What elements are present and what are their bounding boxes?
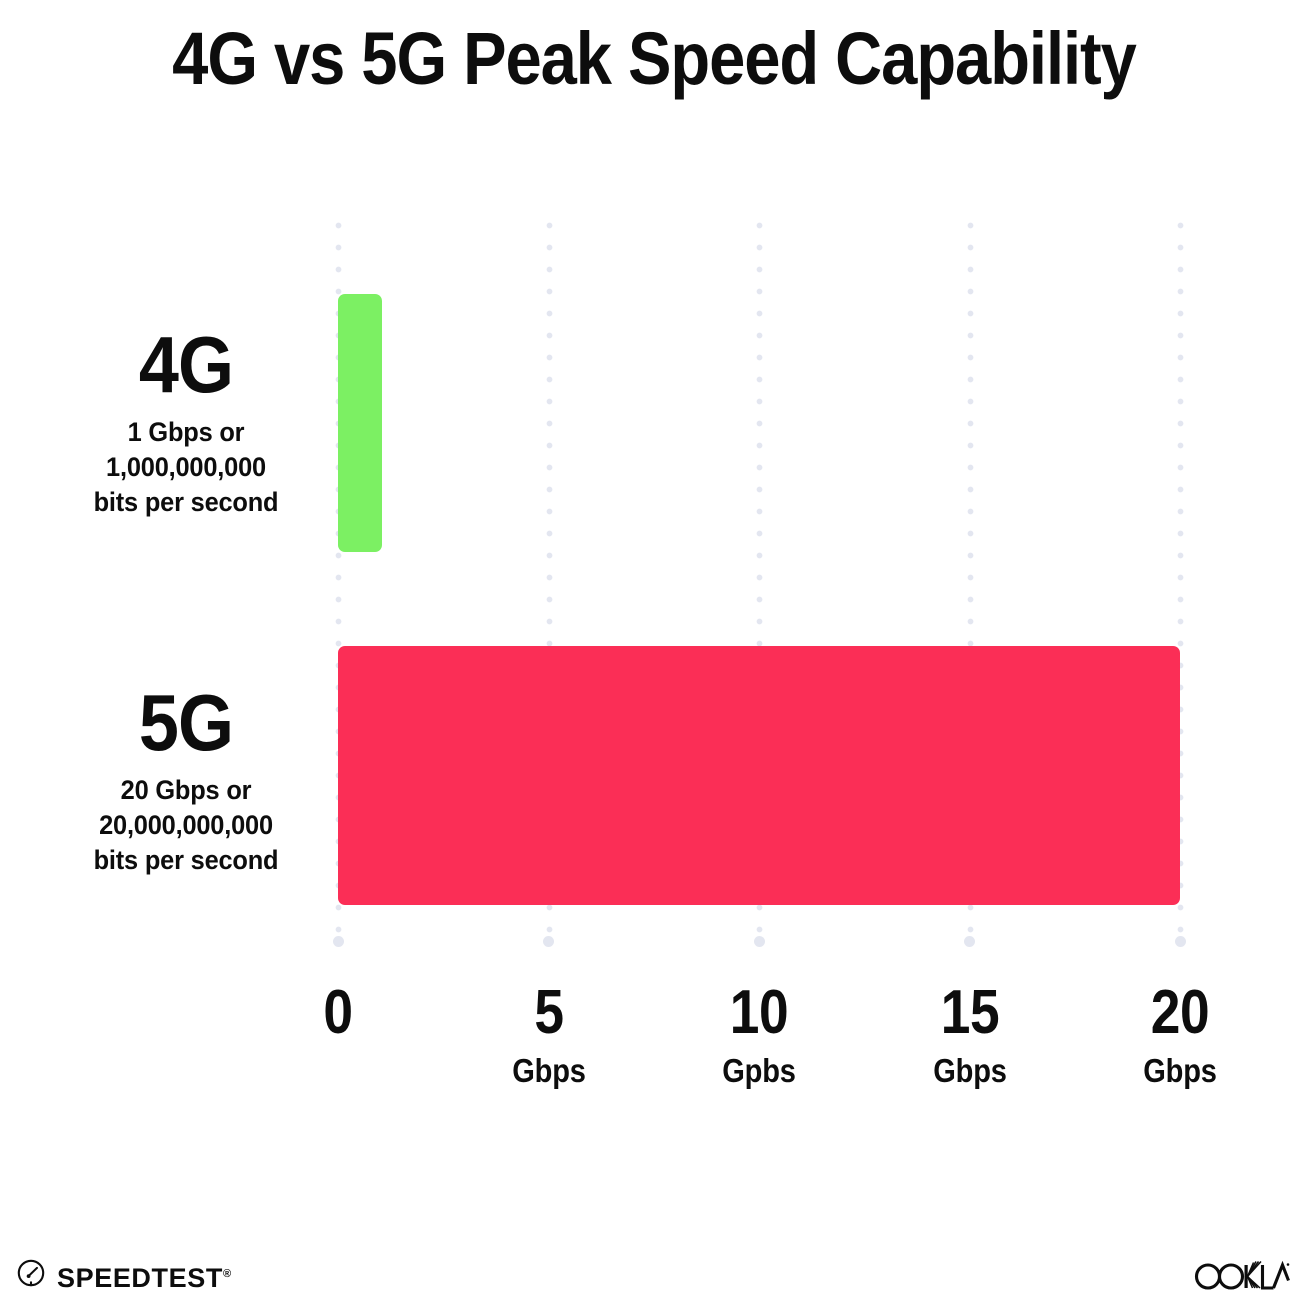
series-detail-4g-line2: 1,000,000,000 — [106, 452, 266, 482]
xtick-10-value: 10 — [729, 978, 789, 1047]
speedtest-brand-text: SPEEDTEST — [57, 1262, 223, 1293]
xtick-20-value: 20 — [1150, 978, 1210, 1047]
series-detail-5g: 20 Gbps or 20,000,000,000 bits per secon… — [45, 773, 327, 878]
gridline-enddot-10 — [753, 936, 765, 947]
gridline-enddot-0 — [332, 936, 344, 947]
xtick-15-value: 15 — [940, 978, 999, 1047]
gridline-5 — [545, 222, 553, 945]
speedtest-wordmark: SPEEDTEST® — [57, 1260, 231, 1292]
speedtest-logo: SPEEDTEST® — [16, 1258, 231, 1293]
xtick-15: 15 Gbps — [860, 982, 1080, 1089]
xtick-0-value: 0 — [323, 978, 353, 1047]
series-detail-4g: 1 Gbps or 1,000,000,000 bits per second — [45, 415, 327, 520]
xtick-10-unit: Gpbs — [722, 1052, 796, 1089]
series-name-4g: 4G — [138, 320, 234, 409]
xtick-10: 10 Gpbs — [649, 982, 869, 1089]
series-detail-5g-line2: 20,000,000,000 — [99, 810, 273, 840]
series-detail-4g-line3: bits per second — [93, 487, 279, 517]
xtick-15-unit: Gbps — [932, 1052, 1007, 1089]
xtick-20: 20 Gbps — [1070, 982, 1290, 1089]
series-label-5g: 5G 20 Gbps or 20,000,000,000 bits per se… — [36, 683, 336, 878]
gridline-10 — [756, 222, 763, 945]
registered-mark-icon: ® — [222, 1267, 232, 1280]
series-detail-5g-line1: 20 Gbps or — [120, 775, 252, 805]
series-name-5g: 5G — [138, 678, 234, 767]
page-title: 4G vs 5G Peak Speed Capability — [172, 17, 1137, 100]
gridline-0 — [335, 222, 342, 945]
series-detail-5g-line3: bits per second — [93, 845, 279, 875]
xtick-20-unit: Gbps — [1143, 1052, 1217, 1089]
xtick-0: 0 — [228, 982, 448, 1053]
series-label-4g: 4G 1 Gbps or 1,000,000,000 bits per seco… — [36, 325, 336, 520]
speedometer-icon — [16, 1258, 46, 1293]
gridline-20 — [1177, 222, 1184, 945]
xtick-5-unit: Gbps — [511, 1052, 586, 1089]
gridline-enddot-15 — [964, 936, 975, 947]
bar-4g — [338, 294, 382, 552]
series-detail-4g-line1: 1 Gbps or — [127, 417, 245, 447]
ookla-logo — [1194, 1259, 1290, 1291]
xtick-5: 5 Gbps — [439, 982, 659, 1089]
ookla-wordmark-icon — [1194, 1260, 1290, 1290]
gridline-15 — [966, 222, 974, 945]
gridline-enddot-20 — [1174, 936, 1186, 947]
gridline-enddot-5 — [543, 936, 554, 947]
bar-5g — [338, 646, 1180, 905]
xtick-5-value: 5 — [533, 978, 564, 1047]
